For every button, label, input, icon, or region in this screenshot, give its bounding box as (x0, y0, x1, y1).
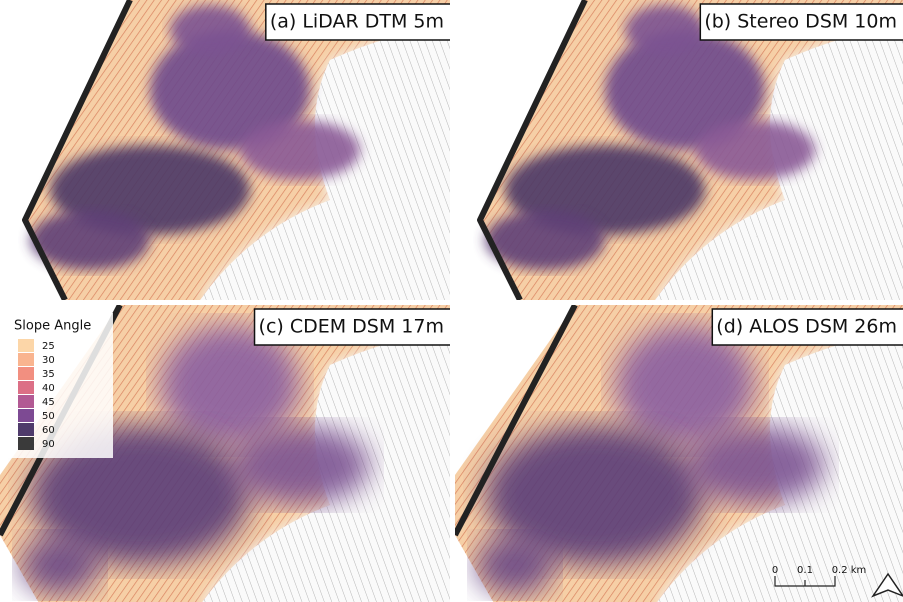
steep-slope-area (685, 425, 825, 505)
legend-label: 60 (42, 425, 55, 436)
legend-label: 25 (42, 341, 55, 352)
legend-label: 30 (42, 355, 55, 366)
steep-slope-area (625, 5, 705, 55)
scale-label: 0.2 km (832, 565, 867, 576)
steep-slope-area (240, 120, 360, 180)
legend-swatch (18, 367, 34, 380)
legend-label: 40 (42, 383, 55, 394)
panel-title: (d) ALOS DSM 26m (716, 316, 897, 338)
steep-slope-area (170, 5, 250, 55)
map-panel: (a) LiDAR DTM 5m (0, 0, 454, 300)
panel-title: (b) Stereo DSM 10m (704, 11, 897, 33)
legend-swatch (18, 339, 34, 352)
legend-swatch (18, 423, 34, 436)
legend: Slope Angle 25 30 35 40 45 50 60 90 (8, 313, 113, 458)
steep-slope-area (20, 535, 100, 595)
steep-slope-area (695, 120, 815, 180)
legend-title: Slope Angle (14, 319, 91, 334)
legend-swatch (18, 395, 34, 408)
panel-title: (c) CDEM DSM 17m (259, 316, 444, 338)
legend-label: 35 (42, 369, 55, 380)
panel-title: (a) LiDAR DTM 5m (270, 11, 444, 33)
scale-label: 0.1 (797, 565, 813, 576)
legend-label: 90 (42, 439, 55, 450)
legend-swatch (18, 437, 34, 450)
steep-slope-area (230, 425, 370, 505)
map-panel: (b) Stereo DSM 10m (455, 0, 903, 300)
steep-slope-area (475, 535, 555, 595)
scale-label: 0 (772, 565, 778, 576)
map-panel: (d) ALOS DSM 26m (455, 305, 903, 602)
legend-label: 50 (42, 411, 55, 422)
legend-label: 45 (42, 397, 55, 408)
legend-swatch (18, 409, 34, 422)
legend-swatch (18, 353, 34, 366)
legend-swatch (18, 381, 34, 394)
figure: (a) LiDAR DTM 5m (b) Stereo DSM 10m (c) CD… (0, 0, 903, 602)
